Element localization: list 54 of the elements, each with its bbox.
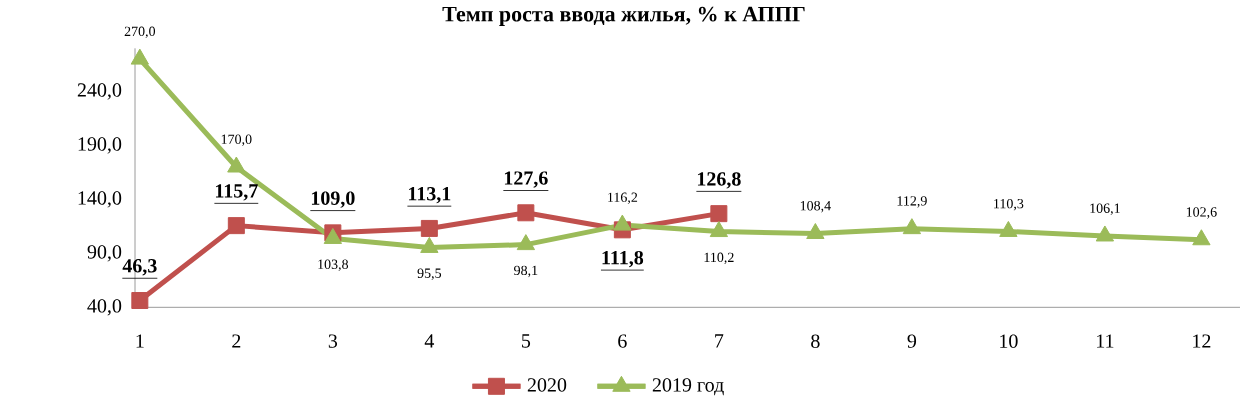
data-label: 116,2: [608, 192, 638, 204]
data-label: 103,8: [318, 259, 349, 271]
point: [131, 291, 149, 309]
data-label: 126,8: [697, 172, 741, 189]
data-label: 95,5: [417, 268, 442, 280]
x-tick-label: 12: [1193, 334, 1211, 348]
point: [999, 220, 1018, 237]
data-label: 113,1: [409, 186, 451, 204]
legend-label: 2020: [527, 378, 567, 392]
point: [709, 220, 729, 237]
point: [227, 156, 246, 173]
data-label: 170,0: [221, 134, 252, 146]
point: [420, 219, 438, 237]
data-label: 112,9: [897, 196, 927, 208]
data-label: 127,6: [504, 171, 548, 188]
x-tick-label: 10: [1000, 334, 1018, 348]
point: [613, 214, 632, 231]
data-label: 102,6: [1186, 207, 1217, 219]
data-label: 270,0: [124, 26, 156, 38]
legend-label: 2019 год: [652, 378, 724, 396]
point: [806, 222, 825, 239]
point: [516, 233, 536, 250]
data-label: 46,3: [122, 258, 157, 276]
data-label: 110,2: [704, 252, 734, 264]
point: [420, 236, 439, 253]
y-tick-label: 90,0: [87, 245, 122, 262]
data-label: 110,3: [994, 198, 1024, 211]
point: [902, 217, 922, 234]
x-tick-label: 11: [1097, 334, 1114, 348]
x-tick-label: 9: [907, 334, 917, 348]
x-tick-label: 8: [811, 334, 820, 348]
y-tick-label: 240,0: [77, 83, 122, 100]
chart-title: Темп роста ввода жилья, % к АППГ: [442, 6, 805, 26]
point: [1192, 229, 1211, 246]
x-tick-label: 6: [618, 334, 627, 348]
data-label: 108,4: [800, 200, 831, 213]
data-label: 106,1: [1090, 203, 1120, 215]
x-tick-label: 3: [328, 334, 338, 348]
y-tick-label: 40,0: [87, 298, 122, 316]
x-tick-label: 5: [522, 334, 531, 348]
x-tick-label: 2: [232, 334, 241, 348]
point: [1095, 225, 1115, 242]
point: [227, 216, 245, 234]
y-tick-label: 140,0: [78, 191, 122, 208]
y-tick-label: 190,0: [78, 137, 122, 154]
data-label: 98,1: [514, 265, 538, 277]
point: [130, 48, 149, 65]
x-tick-label: 1: [136, 334, 144, 348]
data-label: 115,7: [215, 184, 258, 201]
data-label: 111,8: [602, 250, 644, 268]
x-tick-label: 4: [424, 334, 435, 348]
data-label: 109,0: [311, 191, 355, 208]
x-tick-label: 7: [715, 334, 724, 348]
point: [710, 204, 728, 222]
